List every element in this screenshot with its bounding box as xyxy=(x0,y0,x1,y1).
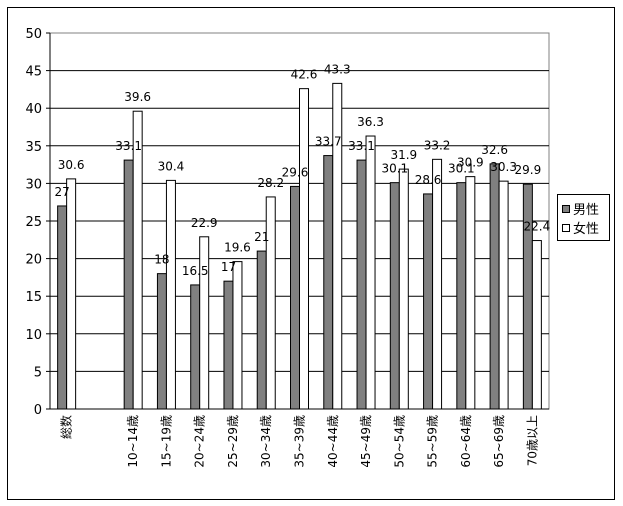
data-label-male: 29.9 xyxy=(515,163,542,177)
bar-male xyxy=(57,205,68,410)
data-label-female: 30.9 xyxy=(457,156,484,170)
data-label-female: 42.6 xyxy=(291,68,318,82)
bar-male xyxy=(323,155,334,410)
x-category-label: 15~19歳 xyxy=(159,415,173,468)
y-axis-ticks: 0 5 10 15 20 25 30 35 40 45 50 xyxy=(25,27,50,418)
bar-male xyxy=(190,284,201,410)
legend-label-female: 女性 xyxy=(573,221,599,237)
data-label-female: 39.6 xyxy=(124,90,151,104)
bar-female xyxy=(165,179,176,410)
bar-male xyxy=(156,273,167,410)
bar-female xyxy=(432,158,443,410)
data-label-male: 30.1 xyxy=(381,162,408,176)
legend-swatch-female xyxy=(562,224,570,232)
bar-female xyxy=(66,178,77,410)
y-tick-label: 35 xyxy=(25,140,42,155)
data-label-male: 18 xyxy=(154,253,169,267)
bar-female xyxy=(531,240,542,410)
data-label-male: 28.6 xyxy=(415,173,442,187)
x-category-label: 60~64歳 xyxy=(459,415,473,468)
data-label-male: 27 xyxy=(54,185,69,199)
y-tick-label: 20 xyxy=(25,253,42,268)
x-category-label: 25~29歳 xyxy=(226,415,240,468)
data-label-female: 31.9 xyxy=(390,148,417,162)
y-tick-label: 25 xyxy=(25,215,42,230)
legend-label-male: 男性 xyxy=(573,203,599,218)
bar-male xyxy=(356,159,367,410)
data-label-male: 33.1 xyxy=(348,139,375,153)
x-category-label: 40~44歳 xyxy=(326,415,340,468)
x-category-label: 50~54歳 xyxy=(392,415,406,468)
data-label-male: 33.7 xyxy=(315,135,342,149)
bar-female xyxy=(299,88,309,410)
bar-female xyxy=(199,236,210,410)
bars xyxy=(57,82,542,410)
y-tick-label: 40 xyxy=(25,102,42,117)
data-labels: 27 30.6 33.1 39.6 18 30.4 16.5 22.9 17 19.621 28.2… xyxy=(54,62,550,278)
x-category-label: 10~14歳 xyxy=(126,415,140,468)
bar-female xyxy=(498,180,509,410)
bar-female xyxy=(265,196,276,410)
y-tick-label: 50 xyxy=(25,27,42,42)
legend-swatch-male xyxy=(562,205,570,213)
bar-female xyxy=(365,135,376,410)
bar-male xyxy=(256,250,267,410)
data-label-female: 33.2 xyxy=(424,138,451,152)
x-category-label: 20~24歳 xyxy=(193,415,207,468)
y-tick-label: 30 xyxy=(25,177,42,192)
x-category-label: 30~34歳 xyxy=(259,415,273,468)
data-label-male: 29.6 xyxy=(282,165,309,179)
bar-male xyxy=(423,193,434,410)
data-label-male: 16.5 xyxy=(182,264,209,278)
data-label-female: 28.2 xyxy=(257,176,284,190)
x-category-label: 65~69歳 xyxy=(492,415,506,468)
bar-male xyxy=(290,185,300,410)
bar-male xyxy=(223,280,234,410)
x-category-label: 55~59歳 xyxy=(426,415,440,468)
bar-male xyxy=(456,182,467,410)
data-label-female: 30.3 xyxy=(490,160,517,174)
bar-male xyxy=(123,159,134,410)
bar-female xyxy=(332,82,343,410)
bar-female xyxy=(465,176,476,410)
data-label-female: 19.6 xyxy=(224,241,251,255)
bar-female xyxy=(398,168,409,410)
x-category-label: 45~49歳 xyxy=(359,415,373,468)
x-axis-category-labels: 総数 10~14歳 15~19歳 20~24歳 25~29歳 30~34歳 35~39歳 40… xyxy=(59,415,540,468)
y-tick-label: 5 xyxy=(34,365,42,380)
data-label-male: 17 xyxy=(221,260,236,274)
data-label-female: 22.9 xyxy=(191,216,218,230)
data-label-male: 30.1 xyxy=(448,162,475,176)
legend: 男性 女性 xyxy=(557,194,610,241)
bar-female xyxy=(132,110,143,410)
data-label-male: 32.6 xyxy=(481,143,508,157)
y-tick-label: 45 xyxy=(25,65,42,80)
data-label-female: 36.3 xyxy=(357,115,384,129)
x-category-label: 35~39歳 xyxy=(293,415,307,468)
data-label-male: 33.1 xyxy=(115,139,142,153)
data-label-female: 30.6 xyxy=(58,158,85,172)
bar-male xyxy=(389,182,400,410)
bar-male xyxy=(489,163,500,410)
data-label-female: 30.4 xyxy=(158,159,185,173)
legend-box xyxy=(557,194,610,241)
x-category-label: 総数 xyxy=(59,415,74,439)
data-label-female: 22.4 xyxy=(524,220,551,234)
y-tick-label: 15 xyxy=(25,290,42,305)
y-tick-label: 0 xyxy=(34,403,42,418)
bar-female xyxy=(232,261,243,410)
bar-male xyxy=(522,183,533,410)
x-category-label: 70歳以上 xyxy=(525,415,539,466)
y-tick-label: 10 xyxy=(25,328,42,343)
data-label-male: 21 xyxy=(254,230,269,244)
data-label-female: 43.3 xyxy=(324,62,351,76)
